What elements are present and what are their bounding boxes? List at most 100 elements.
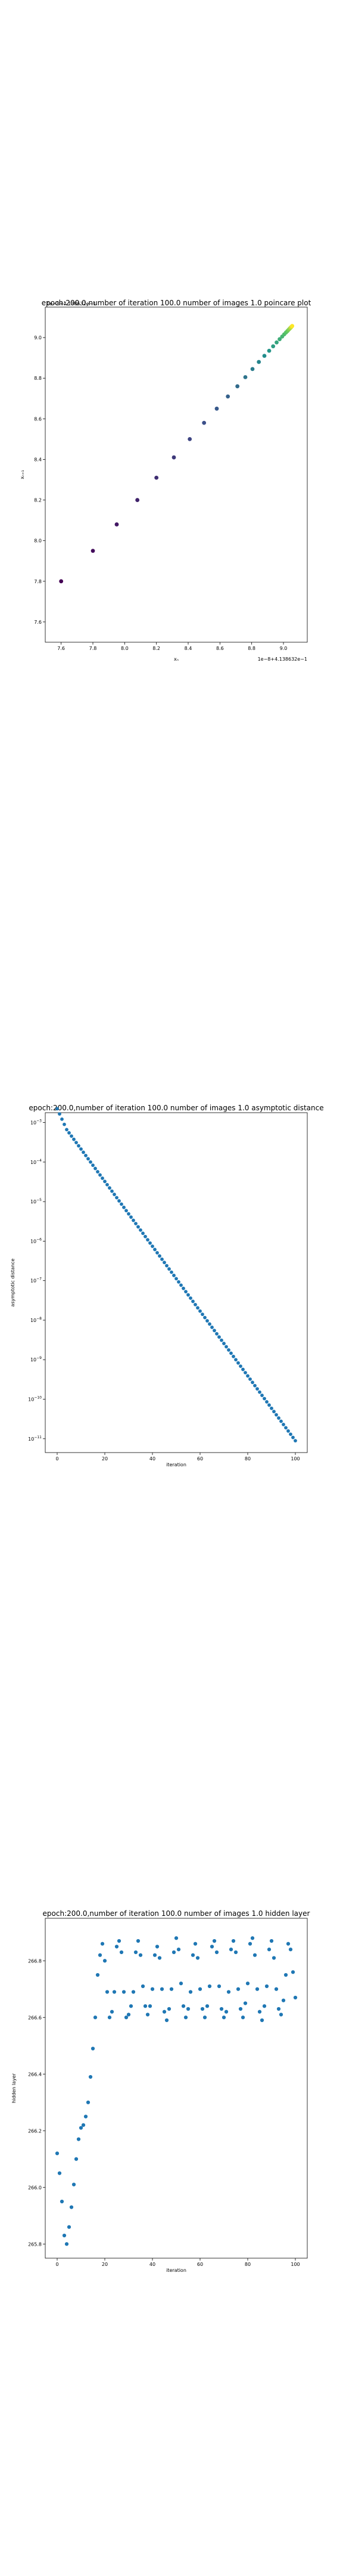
hidden-layer-point <box>214 1950 219 1955</box>
asymptotic-y-tick-label: 10−7 <box>30 1277 42 1284</box>
hidden-layer-point <box>64 2242 69 2246</box>
poincare-point <box>91 549 95 553</box>
poincare-point <box>257 360 261 364</box>
asymptotic-point <box>265 1400 269 1404</box>
asymptotic-point <box>229 1351 233 1355</box>
asymptotic-point <box>158 1254 161 1258</box>
asymptotic-point <box>289 1432 292 1436</box>
poincare-x-tick-label: 8.0 <box>121 646 129 651</box>
hidden-layer-x-tick-label: 100 <box>291 2262 300 2267</box>
asymptotic-point <box>165 1264 169 1268</box>
hidden-layer-point <box>155 1945 160 1949</box>
poincare-point <box>172 455 176 460</box>
hidden-layer-point <box>76 2137 81 2141</box>
asymptotic-point <box>110 1189 114 1193</box>
asymptotic-y-tick-label: 10−8 <box>30 1317 42 1323</box>
hidden-layer-point <box>112 1990 117 1994</box>
hidden-layer-point <box>110 2010 114 2014</box>
asymptotic-point <box>203 1315 207 1320</box>
hidden-layer-point <box>283 1973 288 1977</box>
asymptotic-point <box>79 1147 83 1151</box>
poincare-point <box>188 436 192 441</box>
hidden-layer-chart: epoch:200.0,number of iteration 100.0 nu… <box>11 1909 310 2273</box>
hidden-layer-point <box>186 2007 191 2011</box>
asymptotic-point <box>129 1215 133 1219</box>
asymptotic-y-tick-label: 10−5 <box>30 1198 42 1205</box>
asymptotic-point <box>124 1209 128 1213</box>
hidden-layer-point <box>267 1948 272 1952</box>
hidden-layer-point <box>245 1981 250 1986</box>
asymptotic-point <box>91 1163 95 1168</box>
asymptotic-point <box>144 1234 147 1239</box>
asymptotic-point <box>101 1176 104 1180</box>
hidden-layer-point <box>286 1942 291 1946</box>
hidden-layer-x-label: iteration <box>166 2268 186 2273</box>
asymptotic-point <box>117 1199 121 1203</box>
asymptotic-point <box>260 1394 264 1397</box>
hidden-layer-y-label: hidden layer <box>11 2073 17 2103</box>
hidden-layer-point <box>143 2004 148 2008</box>
asymptotic-point <box>201 1312 204 1317</box>
hidden-layer-point <box>124 2015 129 2020</box>
poincare-point <box>135 498 140 502</box>
asymptotic-point <box>132 1218 135 1222</box>
poincare-y-tick-label: 8.4 <box>34 457 42 462</box>
asymptotic-point <box>198 1309 202 1313</box>
poincare-x-offset-text: 1e−8+4.138632e−1 <box>258 657 307 662</box>
asymptotic-point <box>84 1153 88 1157</box>
asymptotic-point <box>241 1367 245 1371</box>
asymptotic-point <box>65 1128 68 1132</box>
hidden-layer-point <box>71 2182 76 2187</box>
hidden-layer-point <box>198 1987 202 1991</box>
asymptotic-point <box>134 1222 138 1225</box>
hidden-layer-point <box>157 1956 162 1960</box>
asymptotic-x-tick-label: 100 <box>291 1456 300 1462</box>
hidden-layer-point <box>131 1990 136 1994</box>
hidden-layer-x-axis: 0 20 40 60 80 100 <box>55 2258 300 2267</box>
hidden-layer-point <box>136 1939 141 1943</box>
hidden-layer-point <box>179 1981 183 1986</box>
asymptotic-points <box>55 1107 297 1443</box>
hidden-layer-point <box>274 1987 279 1991</box>
poincare-point <box>262 354 267 358</box>
asymptotic-point <box>186 1293 190 1297</box>
hidden-layer-point <box>145 2012 150 2017</box>
asymptotic-x-label: iteration <box>166 1462 186 1467</box>
asymptotic-point <box>215 1332 219 1336</box>
asymptotic-y-tick-label: 10−3 <box>30 1119 42 1126</box>
asymptotic-point <box>210 1325 214 1329</box>
poincare-x-tick-label: 9.0 <box>280 646 288 651</box>
asymptotic-point <box>277 1416 280 1420</box>
asymptotic-point <box>205 1319 209 1323</box>
asymptotic-point <box>93 1166 97 1171</box>
hidden-layer-point <box>231 1939 236 1943</box>
hidden-layer-point <box>224 2010 229 2014</box>
asymptotic-y-label: asymptotic distance <box>10 1258 15 1306</box>
hidden-layer-point <box>257 2010 262 2014</box>
hidden-layer-point <box>129 2004 133 2008</box>
hidden-layer-title: epoch:200.0,number of iteration 100.0 nu… <box>43 1909 310 1918</box>
asymptotic-point <box>213 1329 216 1333</box>
hidden-layer-y-tick-label: 265.8 <box>28 2241 42 2247</box>
hidden-layer-x-tick-label: 40 <box>149 2262 155 2267</box>
asymptotic-point <box>196 1306 199 1310</box>
poincare-point <box>250 367 255 371</box>
hidden-layer-point <box>272 1956 276 1960</box>
poincare-y-tick-label: 8.2 <box>34 498 42 503</box>
asymptotic-point <box>122 1205 126 1209</box>
asymptotic-point <box>272 1410 276 1414</box>
hidden-layer-point <box>162 2010 167 2014</box>
poincare-chart: epoch:200.0,number of iteration 100.0 nu… <box>20 299 311 662</box>
asymptotic-point <box>151 1244 154 1248</box>
hidden-layer-point <box>250 1936 255 1940</box>
hidden-layer-point <box>74 2157 79 2161</box>
hidden-layer-points <box>55 1936 298 2246</box>
hidden-layer-point <box>181 2004 186 2008</box>
hidden-layer-point <box>281 1998 286 2002</box>
hidden-layer-point <box>183 2015 188 2020</box>
hidden-layer-point <box>169 1987 174 1991</box>
asymptotic-point <box>127 1212 130 1216</box>
poincare-point <box>243 375 248 379</box>
asymptotic-point <box>174 1277 178 1281</box>
